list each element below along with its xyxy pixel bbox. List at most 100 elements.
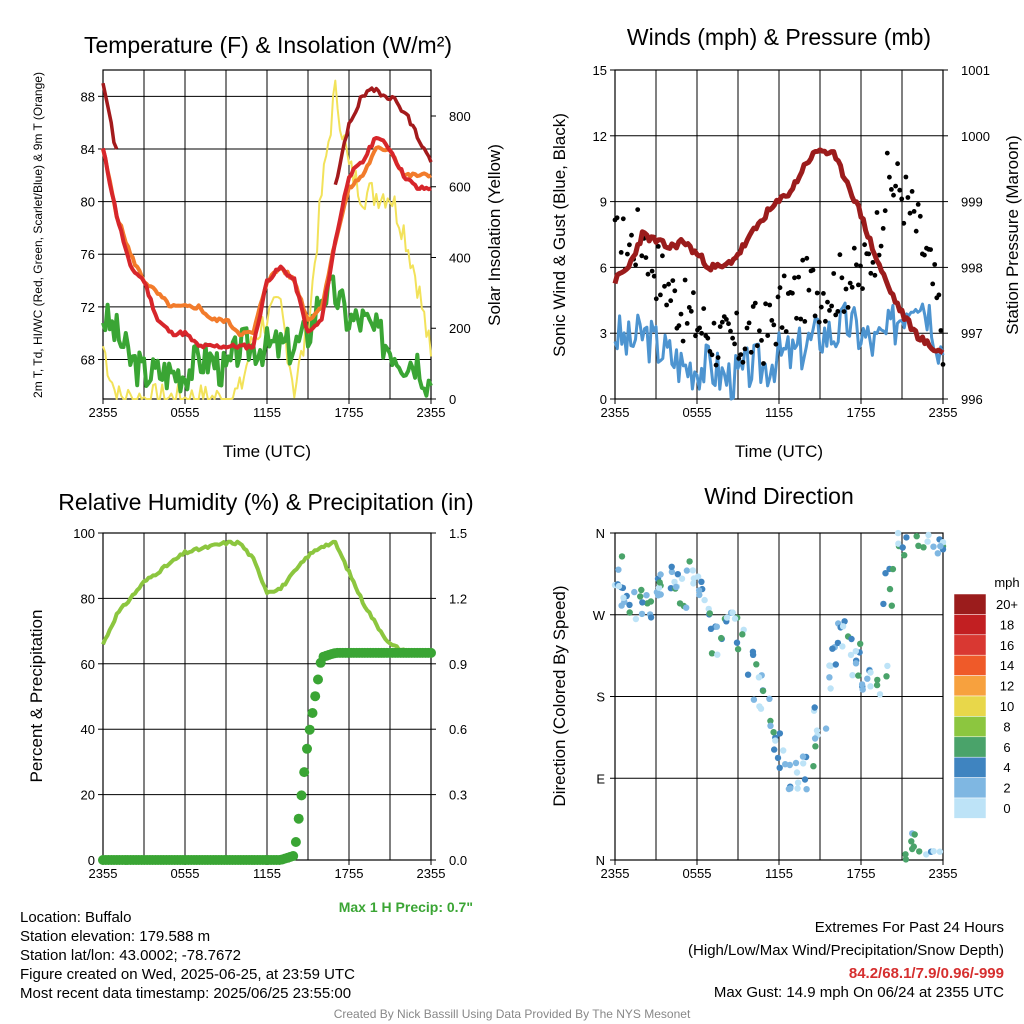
gust-point xyxy=(823,318,828,324)
x-tick-label: 2355 xyxy=(89,405,118,420)
direction-point xyxy=(884,662,891,670)
created-text: Figure created on Wed, 2025-06-25, at 23… xyxy=(20,966,355,983)
gust-point xyxy=(827,308,832,313)
direction-point xyxy=(903,534,910,541)
series-line-rh xyxy=(101,539,432,657)
gust-point xyxy=(686,305,692,310)
gust-point xyxy=(744,325,750,331)
gust-point xyxy=(676,323,682,329)
direction-point xyxy=(902,851,909,858)
direction-point xyxy=(852,660,860,667)
direction-point xyxy=(782,761,789,768)
legend-swatch xyxy=(953,634,987,656)
direction-point xyxy=(894,529,902,537)
gust-point xyxy=(666,281,671,287)
direction-point xyxy=(864,675,871,682)
direction-point xyxy=(780,747,787,754)
station-info: Location: Buffalo Station elevation: 179… xyxy=(20,908,355,1003)
gust-point xyxy=(732,341,737,347)
x-tick-label: 0555 xyxy=(171,866,200,881)
direction-point xyxy=(834,639,842,647)
gust-point xyxy=(728,328,733,334)
gust-point xyxy=(771,322,777,328)
gust-point xyxy=(635,207,641,213)
gust-point xyxy=(905,195,911,200)
legend-swatch xyxy=(953,593,987,615)
direction-point xyxy=(930,543,937,550)
gust-point xyxy=(655,244,661,249)
direction-point xyxy=(683,604,690,611)
direction-point xyxy=(770,729,777,736)
gust-point xyxy=(691,290,696,296)
gust-point xyxy=(649,268,655,274)
direction-point xyxy=(826,674,833,681)
gust-point xyxy=(614,215,620,221)
direction-point xyxy=(934,550,941,557)
direction-point xyxy=(637,593,644,600)
credit-text: Created By Nick Bassill Using Data Provi… xyxy=(333,1007,691,1021)
gust-point xyxy=(889,187,894,192)
gust-point xyxy=(897,187,903,193)
gust-point xyxy=(740,359,746,365)
y2-tick-label: 996 xyxy=(961,392,983,407)
direction-point xyxy=(876,691,884,698)
legend-swatch xyxy=(953,777,987,799)
y2-tick-label: 0.9 xyxy=(449,657,467,672)
precip-point xyxy=(310,691,321,702)
direction-point xyxy=(772,737,779,744)
direction-point xyxy=(701,596,708,604)
gust-point xyxy=(831,271,837,276)
gust-point xyxy=(633,262,638,268)
direction-point xyxy=(811,735,819,742)
elevation-text: Station elevation: 179.588 m xyxy=(20,928,211,945)
direction-point xyxy=(924,538,931,545)
gust-point xyxy=(804,255,810,261)
gust-point xyxy=(899,196,905,202)
x-tick-label: 2355 xyxy=(417,405,446,420)
direction-point xyxy=(792,759,800,767)
y2-tick-label: 998 xyxy=(961,260,983,275)
gust-point xyxy=(874,210,880,215)
gust-point xyxy=(821,291,826,296)
direction-point xyxy=(615,582,623,590)
gust-point xyxy=(767,302,773,308)
direction-point xyxy=(638,586,645,594)
direction-point xyxy=(643,592,650,599)
gust-point xyxy=(781,273,787,279)
precip-points xyxy=(98,647,436,865)
direction-point xyxy=(674,571,681,578)
extremes-title: Extremes For Past 24 Hours xyxy=(814,919,1004,936)
gust-point xyxy=(858,263,863,269)
legend-label: 8 xyxy=(1003,719,1010,734)
direction-point xyxy=(668,563,675,570)
direction-point xyxy=(901,552,908,559)
direction-point xyxy=(731,615,739,622)
gust-point xyxy=(835,309,841,314)
legend-label: 6 xyxy=(1003,740,1010,755)
direction-point xyxy=(713,623,720,630)
direction-point xyxy=(812,743,819,750)
direction-point xyxy=(882,570,889,577)
gust-point xyxy=(884,150,890,156)
gust-point xyxy=(715,355,721,360)
location-text: Location: Buffalo xyxy=(20,909,132,926)
direction-point xyxy=(631,588,638,596)
gust-point xyxy=(738,352,744,357)
latlon-text: Station lat/lon: 43.0002; -78.7672 xyxy=(20,947,242,964)
direction-point xyxy=(874,676,881,684)
gust-point xyxy=(901,220,907,226)
direction-point xyxy=(839,643,846,650)
y-tick-label: 68 xyxy=(81,353,95,368)
direction-point xyxy=(886,585,894,593)
gust-point xyxy=(792,275,797,281)
gust-point xyxy=(887,174,892,180)
gust-point xyxy=(682,277,688,283)
direction-point xyxy=(883,673,890,680)
gust-point xyxy=(856,282,861,288)
direction-point xyxy=(916,848,923,855)
direction-point xyxy=(895,540,902,547)
direction-point xyxy=(827,662,835,670)
direction-point xyxy=(849,672,856,679)
y-tick-label: 20 xyxy=(81,788,95,803)
